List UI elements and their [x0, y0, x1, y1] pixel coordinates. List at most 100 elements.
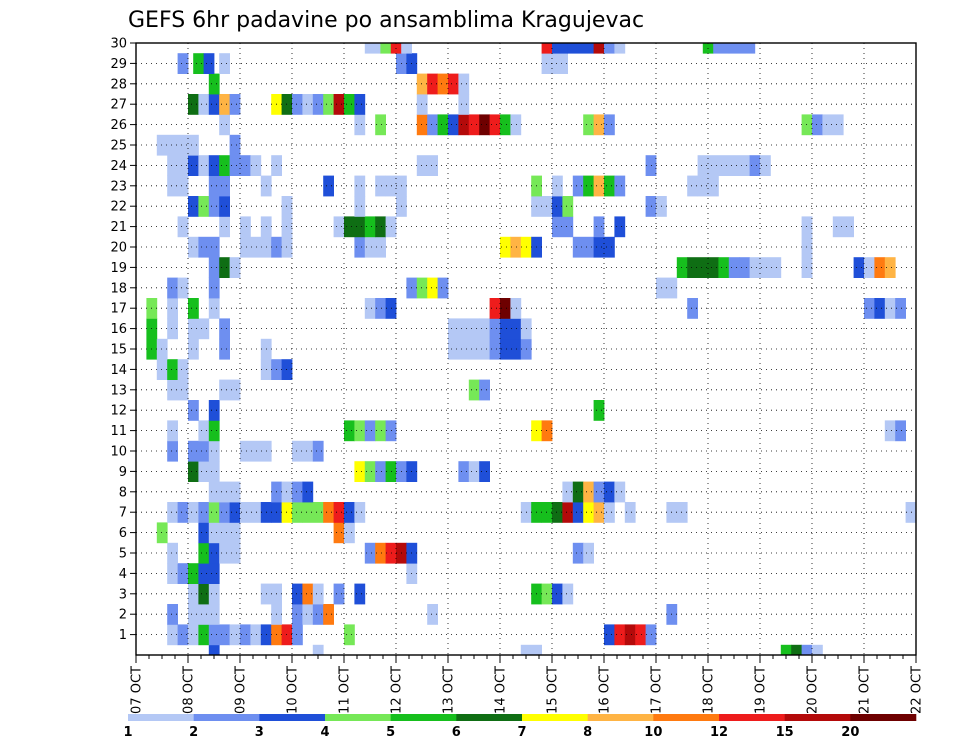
heatmap-cell — [713, 43, 730, 54]
heatmap-cell — [167, 502, 178, 523]
heatmap-cell — [219, 155, 230, 176]
heatmap-cell — [593, 175, 605, 197]
heatmap-cell — [541, 53, 568, 74]
heatmap-cell — [448, 73, 459, 95]
heatmap-cell — [749, 257, 782, 278]
heatmap-cell — [552, 196, 563, 217]
heatmap-cell — [541, 43, 553, 54]
heatmap-cell — [167, 604, 178, 625]
heatmap-cell — [510, 114, 522, 136]
heatmap-cell — [572, 175, 584, 197]
heatmap-cell — [884, 420, 896, 442]
y-tick-label: 27 — [110, 98, 127, 113]
heatmap-cell — [208, 624, 230, 646]
heatmap-cell — [552, 43, 568, 54]
heatmap-cell — [177, 624, 189, 646]
y-axis: 1234567891011121314151617181920212223242… — [110, 37, 136, 643]
heatmap-cell — [302, 481, 314, 503]
heatmap-cell — [812, 114, 823, 136]
heatmap-cell — [344, 502, 355, 523]
heatmap-cell — [208, 583, 220, 605]
heatmap-cell — [791, 644, 802, 656]
heatmap-cell — [749, 155, 761, 176]
heatmap-cell — [380, 43, 392, 54]
heatmap-cell — [219, 196, 230, 217]
heatmap-cell — [188, 298, 199, 319]
heatmap-cell — [572, 542, 584, 564]
heatmap-cell — [229, 624, 241, 646]
y-tick-label: 20 — [110, 241, 127, 256]
y-tick-label: 15 — [110, 343, 127, 358]
heatmap-cell — [489, 114, 501, 136]
chart-title: GEFS 6hr padavine po ansamblima Kragujev… — [128, 8, 644, 33]
heatmap-cell — [593, 216, 605, 238]
heatmap-cell — [240, 216, 251, 238]
heatmap-cell — [604, 175, 615, 197]
heatmap-cell — [208, 298, 220, 319]
heatmap-cell — [728, 43, 756, 54]
heatmap-cell — [208, 400, 220, 421]
heatmap-cell — [593, 502, 605, 523]
heatmap-cell — [500, 338, 522, 360]
heatmap-cell — [156, 359, 168, 380]
heatmap-cell — [167, 563, 178, 584]
heatmap-cell — [167, 542, 178, 564]
heatmap-cell — [583, 114, 594, 136]
heatmap-cell — [489, 338, 501, 360]
heatmap-cell — [401, 43, 412, 54]
x-tick-label: 18 OCT — [702, 666, 717, 714]
heatmap-cell — [167, 175, 189, 197]
heatmap-cell — [344, 420, 355, 442]
y-tick-label: 8 — [119, 485, 127, 500]
heatmap-cell — [375, 420, 386, 442]
x-tick-label: 14 OCT — [494, 666, 509, 714]
y-tick-label: 18 — [110, 281, 127, 296]
heatmap-cell — [312, 94, 324, 115]
heatmap-cell — [458, 73, 470, 95]
heatmap-cell — [458, 114, 470, 136]
heatmap-cell — [552, 583, 563, 605]
heatmap-cell — [604, 481, 615, 503]
heatmap-cell — [177, 502, 189, 523]
colorbar-label: 8 — [583, 725, 592, 740]
heatmap-cell — [344, 522, 355, 544]
heatmap-cell — [510, 298, 522, 319]
heatmap-cell — [364, 236, 386, 258]
heatmap-cell — [500, 114, 511, 136]
heatmap-cell — [333, 502, 345, 523]
heatmap-cell — [188, 502, 199, 523]
heatmap-cell — [198, 624, 210, 646]
colorbar-label: 12 — [710, 725, 728, 740]
heatmap-cell — [760, 155, 771, 176]
heatmap-cell — [895, 420, 906, 442]
heatmap-cell — [427, 604, 438, 625]
heatmap-cell — [437, 277, 449, 299]
heatmap-cell — [198, 522, 210, 544]
heatmap-cell — [203, 53, 215, 74]
heatmap-cell — [167, 318, 178, 340]
heatmap-cell — [188, 440, 210, 462]
heatmap-cell — [198, 420, 210, 442]
heatmap-cell — [614, 175, 626, 197]
heatmap-cell — [208, 542, 220, 564]
heatmap-cell — [375, 461, 386, 482]
heatmap-cell — [614, 216, 626, 238]
y-tick-label: 21 — [110, 220, 127, 235]
heatmap-cell — [416, 94, 428, 115]
heatmap-cell — [375, 542, 386, 564]
heatmap-cell — [593, 400, 605, 421]
heatmap-cell — [219, 257, 230, 278]
colorbar-swatch — [850, 714, 917, 721]
heatmap-cell — [583, 481, 594, 503]
heatmap-cell — [448, 338, 470, 360]
heatmap-cell — [188, 155, 199, 176]
heatmap-cell — [739, 257, 750, 278]
heatmap-cell — [427, 277, 438, 299]
y-tick-label: 29 — [110, 57, 127, 72]
colorbar-swatch — [653, 714, 720, 721]
heatmap-cell — [697, 155, 750, 176]
colorbar-swatch — [193, 714, 260, 721]
heatmap-cell — [624, 624, 636, 646]
heatmap-cell — [312, 440, 324, 462]
heatmap-cell — [572, 481, 584, 503]
